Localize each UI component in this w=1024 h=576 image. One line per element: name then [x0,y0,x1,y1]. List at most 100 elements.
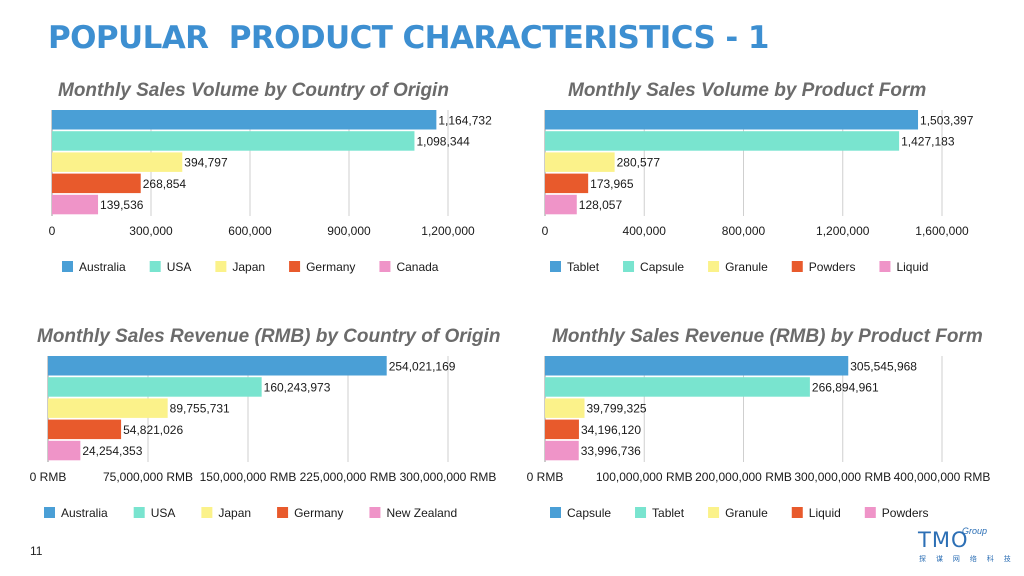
legend-swatch [550,261,561,272]
legend-label: Capsule [640,260,684,274]
bar-germany [52,173,141,194]
legend-label: Japan [232,260,265,274]
legend-label: USA [151,506,176,520]
x-tick-label: 300,000,000 RMB [400,470,497,484]
bar-value-label: 160,243,973 [264,380,331,394]
chart-revenue-by-form: 305,545,968 266,894,961 39,799,325 34,196,1… [527,356,991,520]
chart-title-revenue-country: Monthly Sales Revenue (RMB) by Country o… [37,326,501,347]
bar-value-label: 54,821,026 [123,423,183,437]
bar-canada [52,194,99,215]
bar-tablet [545,110,919,130]
bar-value-label: 34,196,120 [581,423,641,437]
bar-liquid [545,419,579,440]
bar-capsule [545,356,849,376]
legend-label: Canada [396,260,438,274]
bar-value-label: 1,098,344 [416,134,470,148]
page-number: 11 [30,544,43,558]
bar-japan [52,152,183,172]
bar-usa [48,377,262,397]
legend-swatch [369,507,381,518]
x-tick-label: 300,000 [129,224,173,238]
bar-germany [48,419,122,440]
legend-swatch [623,261,635,272]
logo-text: TMO [918,528,969,552]
x-tick-label: 100,000,000 RMB [596,470,693,484]
bar-liquid [545,194,577,215]
legend-swatch [215,261,227,272]
legend-label: USA [167,260,192,274]
bar-value-label: 89,755,731 [170,402,230,416]
x-tick-label: 300,000,000 RMB [794,470,891,484]
x-tick-label: 1,200,000 [816,224,870,238]
x-tick-label: 1,200,000 [421,224,475,238]
bar-value-label: 24,254,353 [82,444,142,458]
x-tick-label: 400,000 [623,224,667,238]
bar-new-zealand [48,440,81,461]
legend-swatch [550,507,561,518]
x-tick-label: 200,000,000 RMB [695,470,792,484]
bar-value-label: 1,164,732 [438,113,492,127]
bar-australia [52,110,437,130]
bar-value-label: 394,797 [184,156,228,170]
legend-label: Tablet [652,506,685,520]
bar-value-label: 139,536 [100,198,144,212]
slide-title: POPULAR PRODUCT CHARACTERISTICS - 1 [48,20,769,56]
legend-swatch [201,507,213,518]
bar-value-label: 1,427,183 [901,134,955,148]
x-tick-label: 75,000,000 RMB [103,470,193,484]
legend-label: Australia [61,506,108,520]
x-tick-label: 0 [49,224,56,238]
legend-label: Liquid [809,506,841,520]
bar-powders [545,173,589,194]
bar-value-label: 266,894,961 [812,380,879,394]
legend-label: New Zealand [386,506,457,520]
legend-swatch [277,507,289,518]
x-tick-label: 900,000 [327,224,371,238]
bar-value-label: 39,799,325 [587,402,647,416]
bar-australia [48,356,387,376]
x-tick-label: 0 RMB [527,470,564,484]
bar-usa [52,131,415,151]
chart-revenue-by-country: 254,021,169 160,243,973 89,755,731 54,821,0… [30,356,497,520]
bar-granule [545,152,615,172]
chart-title-volume-form: Monthly Sales Volume by Product Form [568,80,927,101]
legend-swatch [62,261,73,272]
chart-volume-by-form: 1,503,397 1,427,183 280,577 173,965 128,057 0… [542,110,974,274]
legend-label: Tablet [567,260,600,274]
bar-value-label: 1,503,397 [920,113,974,127]
bar-value-label: 128,057 [579,198,623,212]
x-tick-label: 0 [542,224,549,238]
logo-subtitle: 探 谋 网 络 科 技 [919,556,1015,563]
legend-swatch [879,261,891,272]
legend-label: Granule [725,506,768,520]
legend-swatch [133,507,145,518]
legend-label: Powders [882,506,929,520]
legend-swatch [708,261,720,272]
bar-japan [48,398,168,418]
bar-value-label: 280,577 [617,156,661,170]
legend-swatch [708,507,720,518]
legend-label: Liquid [896,260,928,274]
logo-suffix: Group [962,526,988,536]
bar-powders [545,440,579,461]
x-tick-label: 150,000,000 RMB [200,470,297,484]
legend-swatch [289,261,301,272]
bar-value-label: 33,996,736 [581,444,641,458]
bar-tablet [545,377,810,397]
x-tick-label: 600,000 [228,224,272,238]
bar-granule [545,398,585,418]
bar-value-label: 173,965 [590,177,634,191]
x-tick-label: 400,000,000 RMB [894,470,991,484]
legend-swatch [44,507,55,518]
bar-value-label: 268,854 [143,177,187,191]
company-logo: TMO Group 探 谋 网 络 科 技 [916,526,1011,570]
chart-title-volume-country: Monthly Sales Volume by Country of Origi… [58,80,449,101]
x-tick-label: 225,000,000 RMB [300,470,397,484]
x-tick-label: 1,600,000 [915,224,969,238]
legend-swatch [149,261,161,272]
bar-value-label: 305,545,968 [850,359,917,373]
legend-label: Australia [79,260,126,274]
legend-label: Granule [725,260,768,274]
legend-label: Germany [294,506,343,520]
legend-swatch [635,507,647,518]
